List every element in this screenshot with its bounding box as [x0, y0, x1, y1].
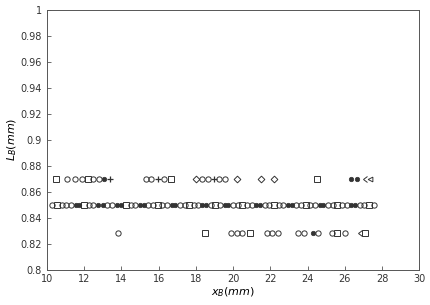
Y-axis label: $L_B(mm)$: $L_B(mm)$ [6, 118, 19, 161]
X-axis label: $x_B(mm)$: $x_B(mm)$ [211, 286, 255, 300]
